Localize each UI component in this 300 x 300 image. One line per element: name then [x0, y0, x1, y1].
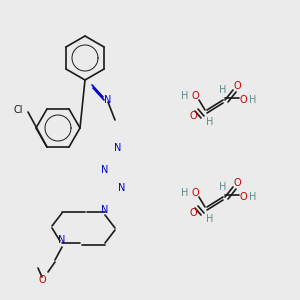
- Text: H: H: [181, 91, 189, 101]
- Text: N: N: [104, 95, 112, 105]
- Text: H: H: [219, 182, 227, 192]
- Text: O: O: [189, 111, 197, 121]
- Text: O: O: [233, 178, 241, 188]
- Text: O: O: [38, 275, 46, 285]
- Text: H: H: [206, 117, 214, 127]
- Text: O: O: [233, 81, 241, 91]
- Text: H: H: [206, 214, 214, 224]
- Text: O: O: [189, 208, 197, 218]
- Text: N: N: [58, 235, 66, 245]
- Text: N: N: [101, 205, 109, 215]
- Text: O: O: [239, 95, 247, 105]
- Text: Cl: Cl: [13, 105, 23, 115]
- Text: O: O: [239, 192, 247, 202]
- Text: H: H: [181, 188, 189, 198]
- Text: H: H: [219, 85, 227, 95]
- Text: N: N: [101, 165, 109, 175]
- Text: H: H: [249, 192, 257, 202]
- Text: N: N: [118, 183, 126, 193]
- Text: N: N: [114, 143, 122, 153]
- Text: O: O: [191, 188, 199, 198]
- Text: H: H: [249, 95, 257, 105]
- Text: O: O: [191, 91, 199, 101]
